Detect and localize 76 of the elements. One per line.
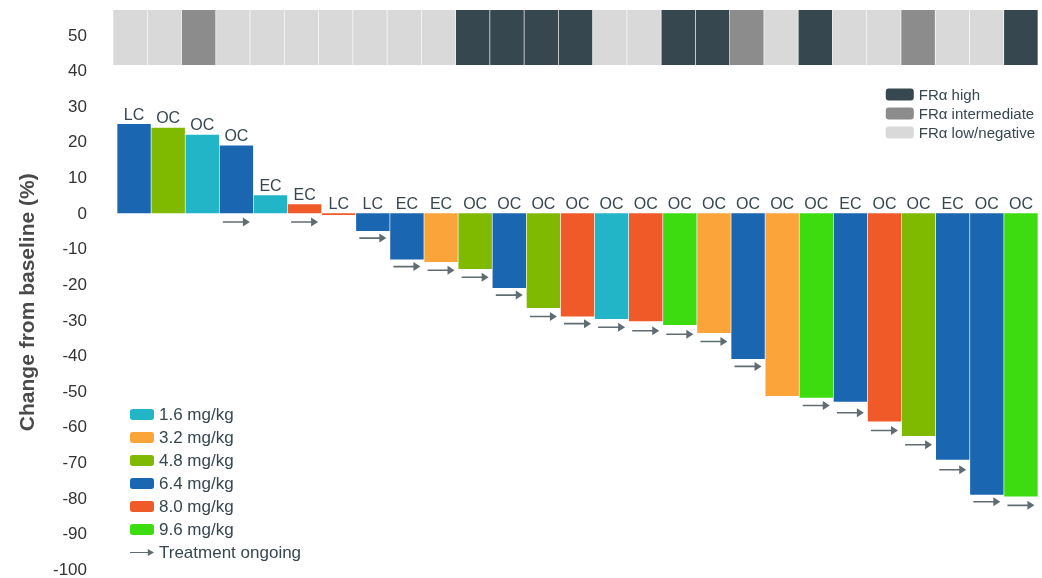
x-tick-label: OC [667,194,692,212]
y-tick-label: -60 [62,417,87,437]
legend-label: Treatment ongoing [159,543,302,562]
x-tick-label: EC [395,194,419,212]
y-tick-label: -30 [62,310,87,330]
y-tick-label: -100 [52,560,87,578]
y-tick-label: 50 [68,25,87,45]
x-tick-label: EC [429,194,453,212]
x-tick-label: EC [293,185,316,203]
y-tick-label: -20 [62,274,87,294]
bar [1004,213,1038,497]
legend-label: FRα low/negative [918,124,1036,141]
y-tick-label: 20 [68,132,87,152]
y-tick-label: -10 [62,239,87,259]
bar [117,124,151,214]
legend-label: 9.6 mg/kg [159,520,234,539]
x-tick-label: EC [941,194,964,212]
bar [526,213,561,308]
y-tick-label: 40 [68,61,87,81]
y-tick-label: -90 [62,524,87,544]
bar [901,213,936,436]
x-tick-label: LC [123,105,145,123]
bar [287,204,322,214]
x-tick-label: OC [701,194,726,212]
legend-label: FRα intermediate [918,105,1035,122]
x-tick-label: OC [770,194,795,212]
legend-label: 1.6 mg/kg [159,405,234,424]
x-tick-label: EC [839,194,862,212]
legend-label: 8.0 mg/kg [159,497,234,516]
x-tick-label: OC [224,126,249,144]
y-tick-label: 0 [77,203,87,223]
bar [560,213,595,317]
bar [833,213,868,402]
bar [663,213,697,326]
bar [253,195,288,214]
bar [697,213,731,333]
y-tick-label: -80 [62,488,87,508]
bar [185,134,219,214]
y-tick-label: -50 [62,381,87,401]
y-tick-label: -40 [62,346,87,366]
y-tick-label: 10 [68,168,87,188]
x-tick-label: OC [599,194,624,212]
bar [731,213,765,359]
x-tick-label: OC [531,194,556,212]
bar [867,213,902,422]
x-tick-label: OC [565,194,590,212]
x-tick-label: OC [736,194,761,212]
x-tick-label: OC [633,194,658,212]
x-tick-label: EC [259,176,282,194]
bar [151,127,185,214]
legend-label: 4.8 mg/kg [159,451,234,470]
x-tick-label: OC [1008,194,1033,212]
x-tick-label: OC [804,194,829,212]
y-tick-label: -70 [62,453,87,473]
y-tick-label: 30 [68,96,87,116]
y-axis-title: Change from baseline (%) [15,173,38,432]
bar [458,213,492,270]
legend-label: FRα high [918,86,980,103]
x-tick-label: OC [906,194,931,212]
x-tick-label: OC [463,194,488,212]
bar [424,213,458,262]
x-tick-label: OC [872,194,897,212]
x-tick-label: OC [190,116,215,134]
bar [765,213,799,396]
legend-label: 3.2 mg/kg [159,428,234,447]
x-tick-label: OC [974,194,999,212]
bar [799,213,833,398]
x-tick-label: LC [362,194,384,212]
x-tick-label: LC [328,194,349,212]
bar [594,213,629,319]
x-tick-label: OC [497,194,522,212]
bar [629,213,663,322]
bar [219,145,254,214]
bar [492,213,526,288]
x-tick-label: OC [156,109,181,127]
legend-label: 6.4 mg/kg [159,474,234,493]
